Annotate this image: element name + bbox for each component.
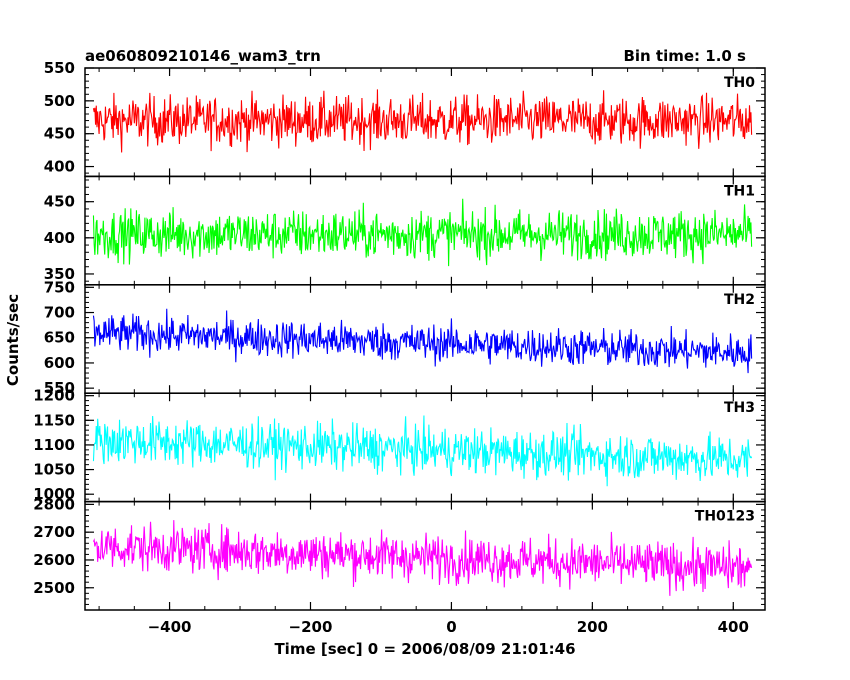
y-tick-label: 2500 <box>33 579 75 597</box>
panel-label-th0123: TH0123 <box>695 509 755 525</box>
y-tick-label: 550 <box>44 59 75 77</box>
y-tick-label: 400 <box>44 229 75 247</box>
y-tick-label: 450 <box>44 193 75 211</box>
y-tick-label: 400 <box>44 158 75 176</box>
panel-label-th1: TH1 <box>724 183 755 199</box>
y-tick-label: 2600 <box>33 551 75 569</box>
x-tick-label: 0 <box>446 618 456 636</box>
y-tick-label: 1100 <box>33 436 75 454</box>
panel-th0: 400 450 500 550 TH0 <box>44 59 766 178</box>
y-tick-label: 650 <box>44 329 75 347</box>
y-tick-label: 1000 <box>33 485 75 503</box>
panel-frame <box>84 284 766 394</box>
bin-time-label: Bin time: 1.0 s <box>623 47 746 65</box>
panel-th2: 550 600 650 700 750 TH2 <box>44 278 766 397</box>
series-line-th0123 <box>92 520 753 596</box>
y-tick-label: 600 <box>44 354 75 372</box>
panel-th1: 350 400 450 TH1 <box>44 175 766 286</box>
panel-label-th2: TH2 <box>724 292 755 308</box>
panel-label-th3: TH3 <box>724 400 755 416</box>
chart-title: ae060809210146_wam3_trn <box>85 47 321 65</box>
x-tick-label: 400 <box>718 618 749 636</box>
panels-group: 400 450 500 550 TH0 350 400 450 TH1 550 600 650 700 7… <box>33 59 766 611</box>
series-line-th3 <box>92 415 753 487</box>
x-axis-title: Time [sec] 0 = 2006/08/09 21:01:46 <box>274 640 575 658</box>
panel-label-th0: TH0 <box>724 75 755 91</box>
y-tick-label: 2700 <box>33 523 75 541</box>
series-line-th2 <box>92 308 753 374</box>
y-tick-label: 350 <box>44 265 75 283</box>
series-line-th0 <box>92 89 753 153</box>
x-axis: −400 −200 0 200 400 <box>148 618 749 636</box>
x-tick-label: 200 <box>577 618 608 636</box>
y-tick-label: 700 <box>44 304 75 322</box>
y-tick-label: 1050 <box>33 461 75 479</box>
x-tick-label: −200 <box>289 618 333 636</box>
y-axis-title: Counts/sec <box>4 294 22 386</box>
y-tick-label: 500 <box>44 92 75 110</box>
y-tick-label: 1150 <box>33 411 75 429</box>
y-tick-label: 1200 <box>33 387 75 405</box>
panel-th3: 1000 1050 1100 1150 1200 TH3 <box>33 387 766 503</box>
series-line-th1 <box>92 198 753 267</box>
x-tick-label: −400 <box>148 618 192 636</box>
y-tick-label: 550 <box>44 379 75 397</box>
y-tick-label: 750 <box>44 278 75 296</box>
y-tick-label: 450 <box>44 125 75 143</box>
panel-frame <box>84 500 766 611</box>
y-tick-label: 2800 <box>33 495 75 513</box>
panel-th0123: 2500 2600 2700 2800 TH0123 <box>33 495 766 611</box>
